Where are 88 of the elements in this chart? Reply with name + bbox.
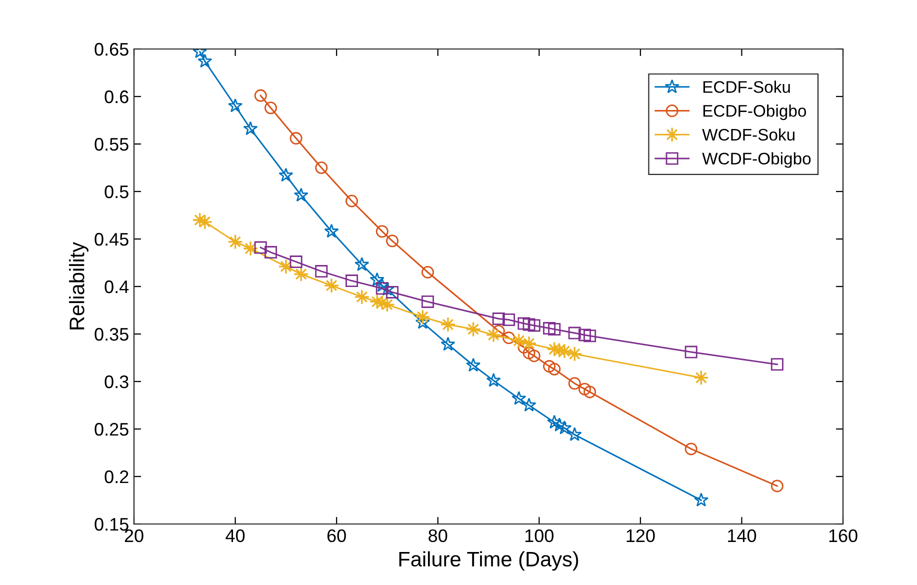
y-tick-label: 0.55 <box>94 138 128 151</box>
point <box>324 224 339 238</box>
y-tick-label: 0.4 <box>104 280 129 294</box>
point <box>694 492 708 507</box>
point <box>315 265 328 278</box>
point <box>264 246 277 259</box>
y-tick-label: 0.25 <box>94 422 128 436</box>
point <box>290 132 302 145</box>
x-tick-label: 140 <box>728 529 756 542</box>
point <box>486 372 501 387</box>
point <box>376 282 388 295</box>
point <box>522 398 536 412</box>
x-tick-label: 20 <box>124 529 144 542</box>
point <box>486 327 502 343</box>
legend-label: ECDF-Obigbo <box>703 104 806 120</box>
point <box>568 326 581 340</box>
point <box>440 316 456 332</box>
point <box>522 318 536 331</box>
point <box>278 168 294 182</box>
point <box>518 317 530 330</box>
y-tick-label: 0.65 <box>94 42 128 56</box>
point <box>548 323 561 336</box>
point <box>521 336 537 352</box>
x-tick-label: 120 <box>626 529 655 542</box>
x-tick-label: 160 <box>829 529 858 542</box>
legend-label: WCDF-Obigbo <box>702 152 811 168</box>
y-tick-label: 0.35 <box>94 328 128 341</box>
point <box>354 289 370 305</box>
point <box>770 358 784 371</box>
legend-label: WCDF-Soku <box>702 128 794 141</box>
point <box>290 256 302 268</box>
point <box>254 241 267 254</box>
point <box>543 322 556 335</box>
point <box>243 121 258 136</box>
point <box>370 272 384 286</box>
point <box>584 330 596 342</box>
point <box>578 328 591 342</box>
point <box>354 257 370 271</box>
point <box>324 278 340 294</box>
point <box>567 427 582 442</box>
point <box>346 274 358 288</box>
y-axis-title: Reliability <box>69 242 88 330</box>
point <box>770 480 784 492</box>
y-tick-label: 0.6 <box>104 90 128 104</box>
point <box>386 234 399 248</box>
point <box>492 324 505 338</box>
point <box>547 414 562 429</box>
point <box>386 286 399 298</box>
x-tick-label: 60 <box>327 529 346 542</box>
point <box>684 442 698 456</box>
point <box>578 382 591 396</box>
x-tick-label: 40 <box>226 529 245 542</box>
point <box>548 362 561 376</box>
point <box>528 350 540 362</box>
point <box>502 314 516 326</box>
y-tick-label: 0.15 <box>94 518 128 531</box>
point <box>522 346 536 360</box>
x-tick-label: 80 <box>428 529 448 542</box>
point <box>294 188 308 202</box>
point <box>421 266 434 278</box>
point <box>492 312 505 326</box>
point <box>466 358 481 372</box>
point <box>557 420 572 434</box>
point <box>315 162 328 174</box>
point <box>440 336 456 351</box>
point <box>228 98 243 112</box>
point <box>198 54 212 68</box>
point <box>684 346 698 358</box>
point <box>584 386 596 398</box>
point <box>346 194 358 208</box>
point <box>566 346 582 362</box>
x-tick-label: 100 <box>525 529 554 542</box>
x-axis-title: Failure Time (Days) <box>399 551 578 571</box>
point <box>512 390 526 405</box>
point <box>376 225 388 238</box>
y-tick-label: 0.2 <box>104 470 128 484</box>
legend-label: ECDF-Soku <box>703 80 790 93</box>
point <box>528 319 540 332</box>
point <box>264 102 277 114</box>
point <box>421 295 434 308</box>
point <box>543 360 556 373</box>
y-tick-label: 0.45 <box>94 232 128 246</box>
point <box>552 418 567 432</box>
y-tick-label: 0.5 <box>104 185 128 198</box>
point <box>568 377 581 390</box>
point <box>254 89 267 102</box>
point <box>502 332 516 344</box>
y-tick-label: 0.3 <box>104 375 128 388</box>
